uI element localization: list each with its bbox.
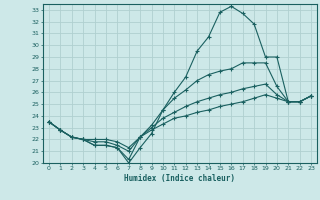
X-axis label: Humidex (Indice chaleur): Humidex (Indice chaleur) <box>124 174 236 183</box>
